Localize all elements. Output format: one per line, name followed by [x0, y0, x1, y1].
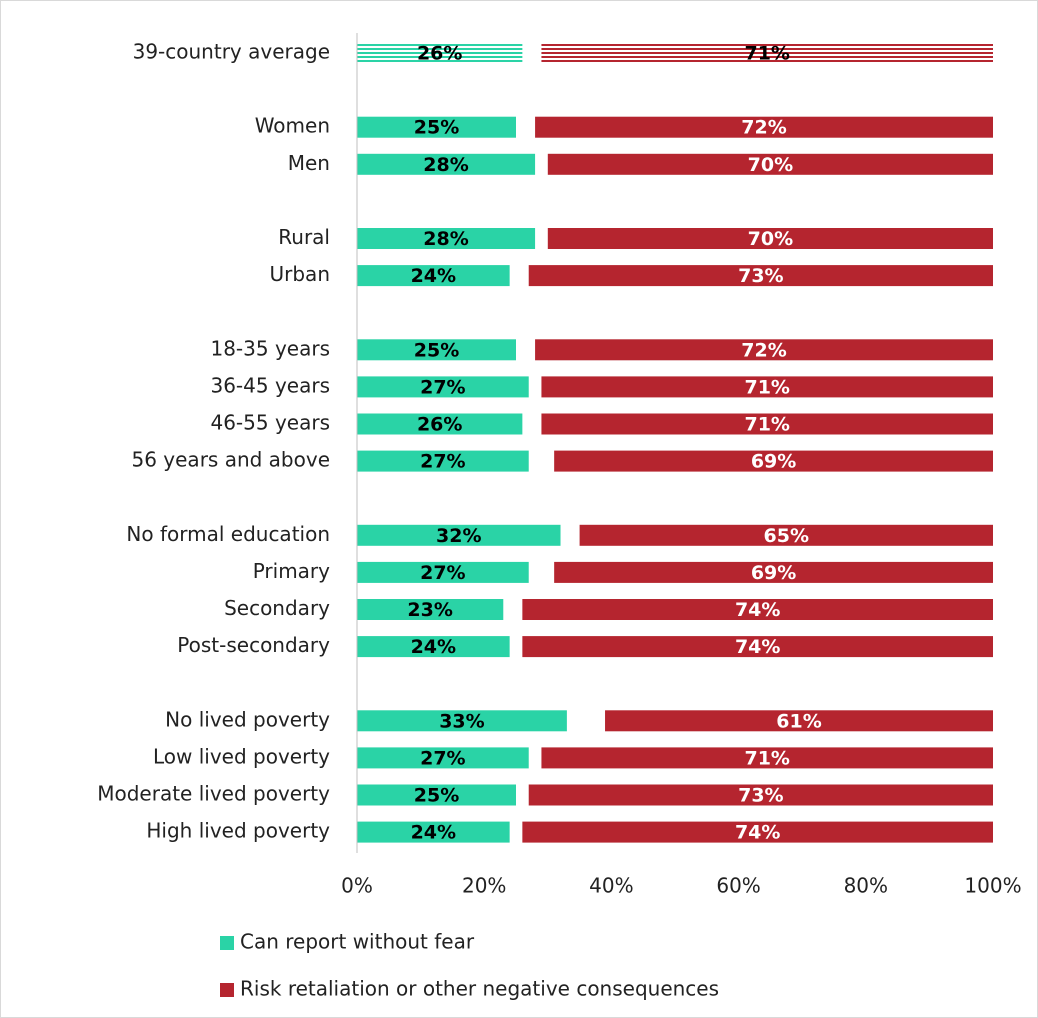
- value-label: 32%: [436, 525, 481, 547]
- bar: [357, 153, 536, 175]
- bar: [357, 561, 529, 583]
- bar: [357, 821, 510, 843]
- y-tick-label: Post-secondary: [177, 633, 330, 657]
- value-label: 71%: [744, 414, 789, 436]
- value-label: 25%: [414, 339, 459, 361]
- value-label: 23%: [407, 599, 452, 621]
- y-tick-label: 39-country average: [133, 40, 330, 64]
- x-tick-label: 0%: [341, 874, 373, 898]
- value-label: 27%: [420, 562, 465, 584]
- value-label: 74%: [735, 822, 780, 844]
- value-label: 28%: [423, 228, 468, 250]
- y-tick-label: Secondary: [224, 596, 330, 620]
- value-label: 25%: [414, 117, 459, 139]
- bar: [528, 265, 993, 287]
- y-tick-label: High lived poverty: [146, 819, 330, 843]
- bar: [528, 784, 993, 806]
- value-label: 73%: [738, 785, 783, 807]
- bar: [357, 339, 516, 361]
- value-label: 61%: [776, 710, 821, 732]
- bar: [357, 747, 529, 769]
- bar: [357, 413, 523, 435]
- bar: [579, 524, 993, 546]
- value-label: 24%: [411, 822, 456, 844]
- value-label: 69%: [751, 451, 796, 473]
- y-tick-label: Men: [288, 151, 330, 175]
- bar: [547, 153, 993, 175]
- y-tick-label: Women: [255, 114, 330, 138]
- value-label: 72%: [741, 339, 786, 361]
- legend-swatch: [220, 983, 234, 997]
- value-label: 27%: [420, 747, 465, 769]
- value-label: 70%: [748, 228, 793, 250]
- value-label: 24%: [411, 265, 456, 287]
- x-tick-label: 40%: [589, 874, 633, 898]
- x-tick-label: 60%: [716, 874, 760, 898]
- value-label: 70%: [748, 154, 793, 176]
- bar: [357, 265, 510, 287]
- bar: [522, 821, 993, 843]
- value-label: 71%: [744, 747, 789, 769]
- bar: [547, 228, 993, 249]
- legend-swatch: [220, 936, 234, 950]
- y-tick-label: Primary: [253, 559, 330, 583]
- bar: [535, 116, 993, 138]
- bar: [605, 710, 993, 732]
- y-tick-label: 46-55 years: [210, 411, 330, 435]
- bar: [541, 747, 993, 769]
- value-label: 27%: [420, 451, 465, 473]
- bar: [554, 450, 993, 472]
- bar: [357, 524, 561, 546]
- x-tick-label: 80%: [844, 874, 888, 898]
- value-label: 27%: [420, 376, 465, 398]
- legend-label: Risk retaliation or other negative conse…: [240, 977, 719, 1001]
- bar: [541, 376, 993, 398]
- x-tick-label: 100%: [964, 874, 1021, 898]
- bar: [541, 413, 993, 435]
- y-tick-label: No formal education: [126, 522, 330, 546]
- value-label: 28%: [423, 154, 468, 176]
- value-label: 74%: [735, 636, 780, 658]
- y-tick-label: Urban: [270, 262, 331, 286]
- bar: [554, 561, 993, 583]
- y-tick-label: Rural: [278, 225, 330, 249]
- value-label: 74%: [735, 599, 780, 621]
- y-tick-label: 18-35 years: [210, 336, 330, 360]
- bar: [357, 710, 567, 732]
- value-label: 71%: [744, 376, 789, 398]
- bar: [535, 339, 993, 361]
- bar: [541, 42, 993, 64]
- x-tick-label: 20%: [462, 874, 506, 898]
- bar: [357, 599, 504, 620]
- bar: [357, 42, 523, 64]
- value-label: 71%: [744, 43, 789, 65]
- value-label: 24%: [411, 636, 456, 658]
- bar: [357, 450, 529, 472]
- bar: [357, 228, 536, 249]
- value-label: 73%: [738, 265, 783, 287]
- value-label: 26%: [417, 43, 462, 65]
- bar: [522, 636, 993, 658]
- y-tick-label: Low lived poverty: [153, 744, 330, 768]
- y-tick-label: No lived poverty: [165, 707, 330, 731]
- y-tick-label: 56 years and above: [131, 448, 330, 472]
- value-label: 25%: [414, 785, 459, 807]
- bar: [357, 116, 516, 138]
- value-label: 65%: [764, 525, 809, 547]
- value-label: 69%: [751, 562, 796, 584]
- legend-label: Can report without fear: [240, 930, 475, 954]
- bar: [357, 376, 529, 398]
- y-tick-label: 36-45 years: [210, 373, 330, 397]
- value-label: 72%: [741, 117, 786, 139]
- bar: [357, 784, 516, 806]
- value-label: 26%: [417, 414, 462, 436]
- value-label: 33%: [439, 710, 484, 732]
- bar: [357, 636, 510, 658]
- bar: [522, 599, 993, 620]
- y-tick-label: Moderate lived poverty: [97, 782, 330, 806]
